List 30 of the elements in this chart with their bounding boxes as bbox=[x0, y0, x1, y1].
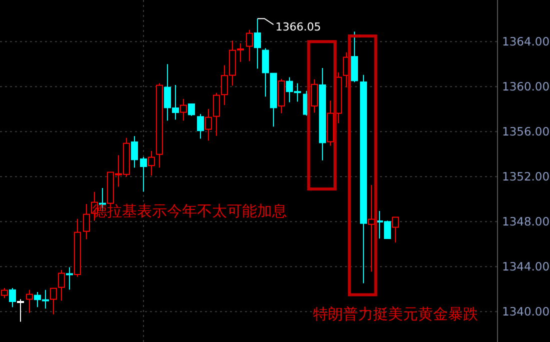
candlestick bbox=[17, 298, 24, 322]
candlestick bbox=[188, 103, 195, 116]
candlestick bbox=[140, 156, 147, 192]
y-tick-label: 1364.00 bbox=[502, 34, 550, 49]
candlestick bbox=[392, 216, 399, 244]
candlestick bbox=[197, 113, 204, 140]
candlestick bbox=[213, 92, 220, 136]
y-tick-label: 1356.00 bbox=[502, 124, 550, 139]
candlestick bbox=[311, 78, 318, 114]
y-tick-label: 1360.00 bbox=[502, 80, 550, 94]
candlestick bbox=[1, 288, 8, 299]
candlestick bbox=[262, 48, 269, 98]
candlestick bbox=[180, 98, 187, 122]
annotation: 特朗普力挺美元黄金暴跌 bbox=[313, 305, 478, 323]
candlestick bbox=[26, 289, 33, 314]
candlestick bbox=[246, 29, 253, 62]
y-tick-label: 1340.00 bbox=[502, 304, 550, 319]
y-tick-label: 1348.00 bbox=[502, 214, 550, 229]
candlestick bbox=[9, 288, 16, 308]
candlestick bbox=[58, 270, 65, 302]
candlestick bbox=[131, 136, 138, 168]
candlestick bbox=[83, 203, 90, 240]
candlestick bbox=[205, 108, 212, 142]
y-tick-label: 1352.00 bbox=[502, 170, 550, 184]
candlestick bbox=[66, 266, 73, 290]
candlestick bbox=[148, 150, 155, 176]
annotation: 1366.05 bbox=[276, 20, 321, 34]
candlestick bbox=[50, 288, 57, 315]
y-tick-label: 1344.00 bbox=[502, 260, 550, 274]
candlestick bbox=[254, 18, 261, 70]
